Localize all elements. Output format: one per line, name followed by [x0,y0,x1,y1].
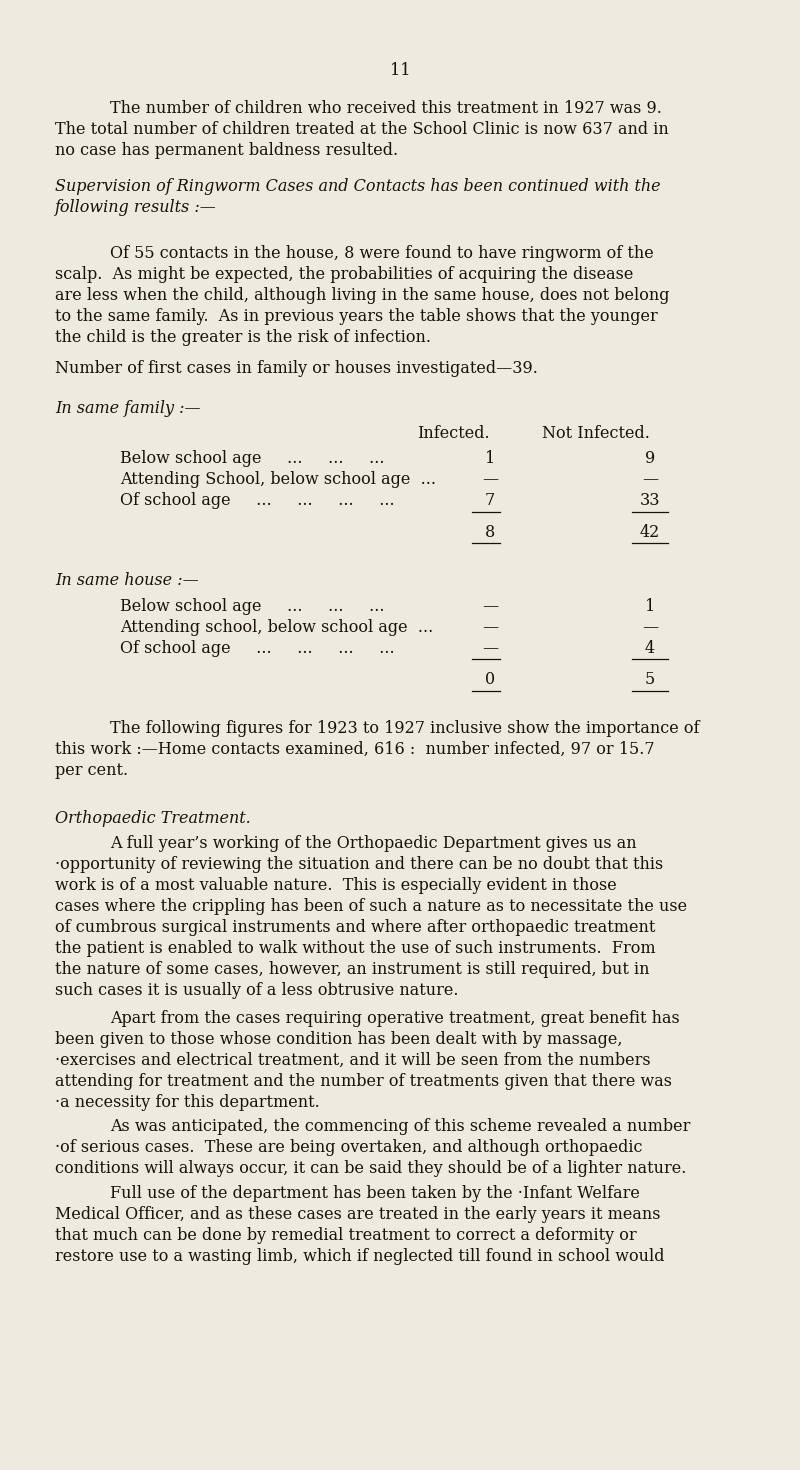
Text: The number of children who received this treatment in 1927 was 9.: The number of children who received this… [110,100,662,118]
Text: As was anticipated, the commencing of this scheme revealed a number: As was anticipated, the commencing of th… [110,1119,690,1135]
Text: —: — [482,639,498,657]
Text: Orthopaedic Treatment.: Orthopaedic Treatment. [55,810,250,828]
Text: that much can be done by remedial treatment to correct a deformity or: that much can be done by remedial treatm… [55,1227,637,1244]
Text: per cent.: per cent. [55,761,128,779]
Text: The following figures for 1923 to 1927 inclusive show the importance of: The following figures for 1923 to 1927 i… [110,720,699,736]
Text: —: — [482,619,498,637]
Text: Medical Officer, and as these cases are treated in the early years it means: Medical Officer, and as these cases are … [55,1205,661,1223]
Text: 0: 0 [485,670,495,688]
Text: Of 55 contacts in the house, 8 were found to have ringworm of the: Of 55 contacts in the house, 8 were foun… [110,245,654,262]
Text: In same family :—: In same family :— [55,400,201,417]
Text: Not Infected.: Not Infected. [542,425,650,442]
Text: 11: 11 [390,62,410,79]
Text: ·exercises and electrical treatment, and it will be seen from the numbers: ·exercises and electrical treatment, and… [55,1053,650,1069]
Text: are less when the child, although living in the same house, does not belong: are less when the child, although living… [55,287,670,304]
Text: 1: 1 [645,598,655,614]
Text: 1: 1 [485,450,495,467]
Text: ·opportunity of reviewing the situation and there can be no doubt that this: ·opportunity of reviewing the situation … [55,856,663,873]
Text: work is of a most valuable nature.  This is especially evident in those: work is of a most valuable nature. This … [55,878,617,894]
Text: restore use to a wasting limb, which if neglected till found in school would: restore use to a wasting limb, which if … [55,1248,665,1266]
Text: scalp.  As might be expected, the probabilities of acquiring the disease: scalp. As might be expected, the probabi… [55,266,634,284]
Text: the nature of some cases, however, an instrument is still required, but in: the nature of some cases, however, an in… [55,961,650,978]
Text: Number of first cases in family or houses investigated—39.: Number of first cases in family or house… [55,360,538,376]
Text: The total number of children treated at the School Clinic is now 637 and in: The total number of children treated at … [55,121,669,138]
Text: ·a necessity for this department.: ·a necessity for this department. [55,1094,320,1111]
Text: such cases it is usually of a less obtrusive nature.: such cases it is usually of a less obtru… [55,982,458,1000]
Text: A full year’s working of the Orthopaedic Department gives us an: A full year’s working of the Orthopaedic… [110,835,637,853]
Text: the child is the greater is the risk of infection.: the child is the greater is the risk of … [55,329,431,345]
Text: Below school age     ...     ...     ...: Below school age ... ... ... [120,598,385,614]
Text: —: — [482,598,498,614]
Text: Of school age     ...     ...     ...     ...: Of school age ... ... ... ... [120,492,394,509]
Text: the patient is enabled to walk without the use of such instruments.  From: the patient is enabled to walk without t… [55,939,656,957]
Text: Attending School, below school age  ...: Attending School, below school age ... [120,470,436,488]
Text: 33: 33 [640,492,660,509]
Text: no case has permanent baldness resulted.: no case has permanent baldness resulted. [55,143,398,159]
Text: —: — [642,619,658,637]
Text: 9: 9 [645,450,655,467]
Text: —: — [482,470,498,488]
Text: Apart from the cases requiring operative treatment, great benefit has: Apart from the cases requiring operative… [110,1010,680,1028]
Text: of cumbrous surgical instruments and where after orthopaedic treatment: of cumbrous surgical instruments and whe… [55,919,655,936]
Text: 7: 7 [485,492,495,509]
Text: —: — [642,470,658,488]
Text: Of school age     ...     ...     ...     ...: Of school age ... ... ... ... [120,639,394,657]
Text: attending for treatment and the number of treatments given that there was: attending for treatment and the number o… [55,1073,672,1089]
Text: In same house :—: In same house :— [55,572,198,589]
Text: 5: 5 [645,670,655,688]
Text: been given to those whose condition has been dealt with by massage,: been given to those whose condition has … [55,1030,622,1048]
Text: cases where the crippling has been of such a nature as to necessitate the use: cases where the crippling has been of su… [55,898,687,914]
Text: this work :—Home contacts examined, 616 :  number infected, 97 or 15.7: this work :—Home contacts examined, 616 … [55,741,654,759]
Text: following results :—: following results :— [55,198,217,216]
Text: Full use of the department has been taken by the ·Infant Welfare: Full use of the department has been take… [110,1185,640,1202]
Text: conditions will always occur, it can be said they should be of a lighter nature.: conditions will always occur, it can be … [55,1160,686,1177]
Text: Supervision of Ringworm Cases and Contacts has been continued with the: Supervision of Ringworm Cases and Contac… [55,178,661,196]
Text: ·of serious cases.  These are being overtaken, and although orthopaedic: ·of serious cases. These are being overt… [55,1139,642,1155]
Text: Infected.: Infected. [418,425,490,442]
Text: to the same family.  As in previous years the table shows that the younger: to the same family. As in previous years… [55,309,658,325]
Text: 42: 42 [640,523,660,541]
Text: Below school age     ...     ...     ...: Below school age ... ... ... [120,450,385,467]
Text: Attending school, below school age  ...: Attending school, below school age ... [120,619,434,637]
Text: 4: 4 [645,639,655,657]
Text: 8: 8 [485,523,495,541]
